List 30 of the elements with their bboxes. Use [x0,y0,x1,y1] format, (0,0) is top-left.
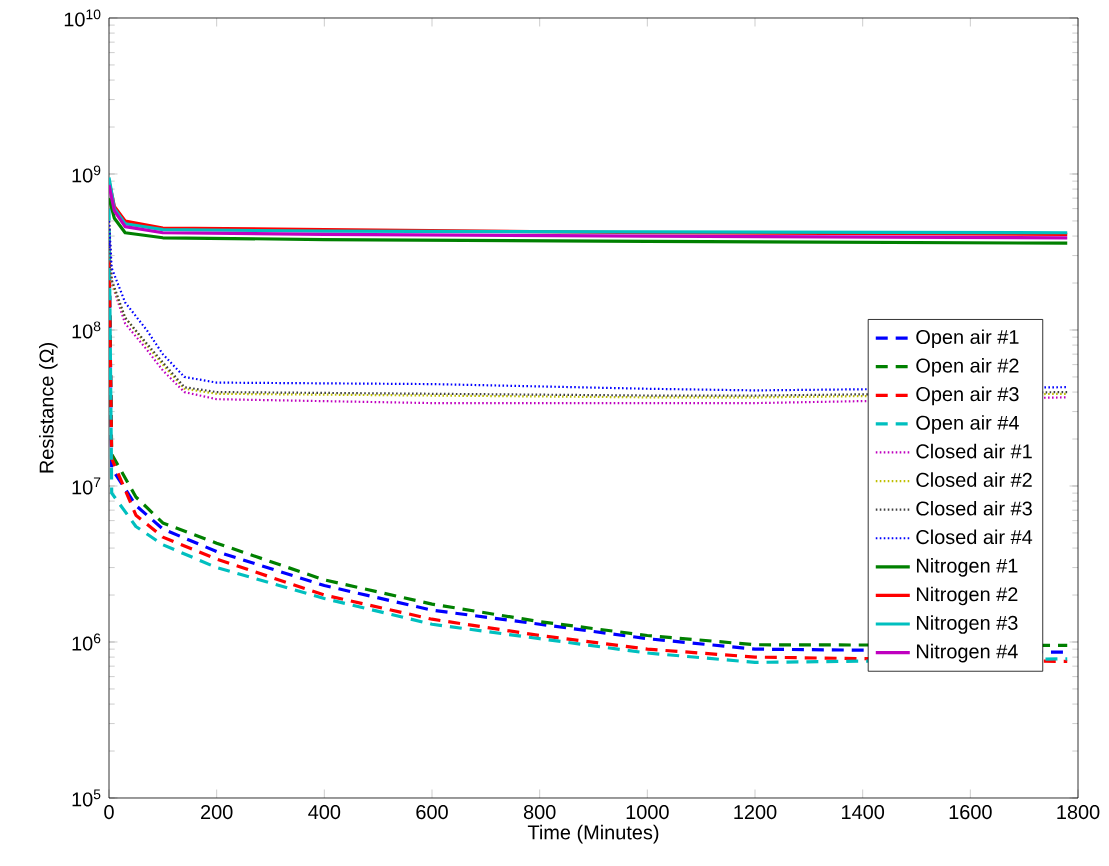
x-tick-label: 1800 [1057,805,1100,820]
y-axis-title: Resistance (Ω) [39,343,58,473]
legend-label: Closed air #3 [916,500,1032,516]
y-tick-label: 10$^{8}$ [72,321,101,339]
y-tick-label: 10$^{10}$ [64,9,101,27]
legend-label: Open air #3 [916,386,1019,406]
legend-label: Nitrogen #3 [916,615,1018,634]
y-tick-label: 10$^{5}$ [72,789,101,807]
x-axis-title: Time (Minutes) [527,824,659,844]
legend-label: Closed air #2 [916,472,1032,487]
y-tick-label: 10$^{7}$ [72,477,101,495]
legend-label: Open air #4 [916,415,1019,434]
legend-label: Open air #2 [916,358,1019,377]
x-tick-label: 200 [201,805,233,820]
x-tick-label: 1200 [734,805,777,820]
x-tick-label: 1000 [626,805,669,820]
x-tick-label: 1400 [842,805,885,820]
legend-label: Nitrogen #1 [916,558,1018,577]
x-tick-label: 0 [104,805,114,820]
legend-label: Closed air #4 [916,529,1033,545]
legend-label: Nitrogen #2 [916,586,1018,606]
legend-label: Open air #1 [916,329,1019,348]
y-tick-label: 10$^{6}$ [72,633,101,651]
y-tick-label: 10$^{9}$ [72,165,101,183]
legend-label: Nitrogen #4 [916,643,1018,663]
x-tick-label: 1600 [949,805,992,820]
legend-label: Closed air #1 [916,443,1032,459]
x-tick-label: 800 [523,805,556,820]
x-tick-label: 600 [416,805,448,820]
x-tick-label: 400 [308,805,341,820]
